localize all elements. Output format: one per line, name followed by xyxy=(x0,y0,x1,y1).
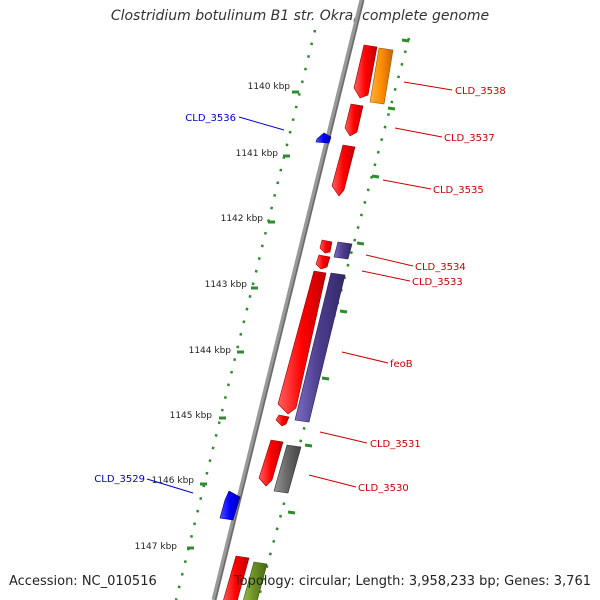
gene-block-cld-3530[interactable] xyxy=(273,444,302,494)
forward-gene-labels: CLD_3538 CLD_3537 CLD_3535 CLD_3534 CLD_… xyxy=(358,86,506,494)
gene-arrow-cld-3530[interactable] xyxy=(258,439,284,487)
gene-block-bottom[interactable] xyxy=(242,561,268,600)
ruler-major-ticks xyxy=(187,38,410,550)
tick-label: 1146 kbp xyxy=(152,476,195,486)
tick-label: 1143 kbp xyxy=(205,280,248,290)
tick-label: 1144 kbp xyxy=(189,346,232,356)
tick-label: 1140 kbp xyxy=(248,82,291,92)
tick-label: 1141 kbp xyxy=(236,149,279,159)
gene-label-cld-3537[interactable]: CLD_3537 xyxy=(444,133,495,144)
tick-label: 1147 kbp xyxy=(135,542,178,552)
gene-arrow-cld-3538-a[interactable] xyxy=(353,44,378,99)
gene-label-feob[interactable]: feoB xyxy=(390,359,413,370)
gene-arrow-cld-3534[interactable] xyxy=(319,239,333,254)
gene-arrow-cld-3536[interactable] xyxy=(315,132,332,144)
gene-arrow-feob-red[interactable] xyxy=(277,270,327,415)
ruler-tick-labels: 1140 kbp 1141 kbp 1142 kbp 1143 kbp 1144… xyxy=(135,82,291,552)
gene-block-cld-3534[interactable] xyxy=(333,241,353,260)
gene-label-cld-3538[interactable]: CLD_3538 xyxy=(455,86,506,97)
gene-arrow-cld-3535[interactable] xyxy=(331,144,356,197)
gene-label-cld-3536[interactable]: CLD_3536 xyxy=(185,113,236,124)
genome-summary: Topology: circular; Length: 3,958,233 bp… xyxy=(233,574,591,589)
gene-label-cld-3530[interactable]: CLD_3530 xyxy=(358,483,409,494)
gene-label-cld-3531[interactable]: CLD_3531 xyxy=(370,439,421,450)
gene-label-cld-3534[interactable]: CLD_3534 xyxy=(415,262,466,273)
accession-label: Accession: NC_010516 xyxy=(9,574,157,589)
gene-label-cld-3533[interactable]: CLD_3533 xyxy=(412,277,463,288)
tick-label: 1145 kbp xyxy=(170,411,213,421)
label-leaders xyxy=(146,81,453,494)
tick-label: 1142 kbp xyxy=(221,214,264,224)
gene-arrow-cld-3529[interactable] xyxy=(219,490,241,521)
gene-block-cld-3538[interactable] xyxy=(369,47,394,105)
gene-label-cld-3535[interactable]: CLD_3535 xyxy=(433,185,484,196)
reverse-strand-genes xyxy=(219,132,332,521)
reverse-gene-labels: CLD_3536 CLD_3529 xyxy=(94,113,236,485)
gene-arrow-cld-3537[interactable] xyxy=(344,103,364,137)
gene-arrow-cld-3531[interactable] xyxy=(275,414,290,427)
gene-arrow-cld-3533[interactable] xyxy=(315,254,331,270)
gene-label-cld-3529[interactable]: CLD_3529 xyxy=(94,474,145,485)
map-title: Clostridium botulinum B1 str. Okra, comp… xyxy=(110,8,490,24)
gene-arrow-bottom[interactable] xyxy=(222,555,250,600)
genome-backbone-shade xyxy=(214,0,365,600)
outer-strand-genes xyxy=(242,47,394,600)
gene-block-feob[interactable] xyxy=(294,272,346,423)
forward-strand-genes xyxy=(222,44,378,600)
